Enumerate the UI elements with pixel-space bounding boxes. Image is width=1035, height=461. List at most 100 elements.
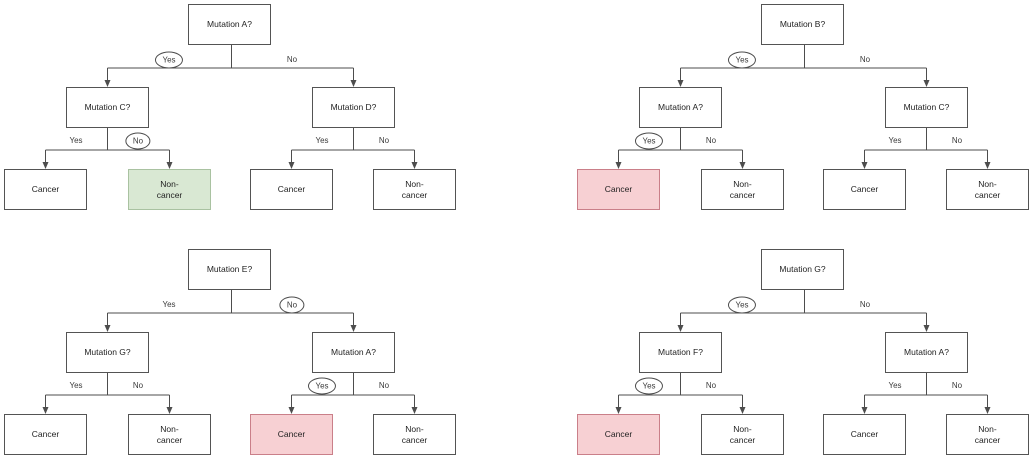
arrowhead-icon [166,407,173,414]
question-label: Mutation C? [903,102,950,113]
leaf-node-right-yes: Cancer [250,169,333,210]
question-node-root: Mutation E? [188,249,271,290]
leaf-label: Cancer [277,429,306,440]
leaf-label: Cancer [604,429,633,440]
edge-label-right-no: No [949,381,965,391]
arrowhead-icon [42,407,49,414]
leaf-node-right-no: Non-cancer [373,414,456,455]
edge-label-right-yes: Yes [886,381,904,391]
leaf-node-left-no: Non-cancer [701,169,784,210]
question-node-root: Mutation B? [761,4,844,45]
arrowhead-icon [288,162,295,169]
decision-tree-top-left: Mutation A? Mutation C? Mutation D? Canc… [4,4,460,210]
question-label: Mutation E? [206,264,253,275]
tree-connectors [615,290,991,414]
edge-label-right-yes: Yes [307,377,337,395]
leaf-node-left-no: Non-cancer [701,414,784,455]
edge-label-right-yes: Yes [313,136,331,146]
leaf-node-right-yes: Cancer [823,414,906,455]
arrowhead-icon [677,80,684,87]
edge-label-root-yes: Yes [160,300,178,310]
leaf-node-right-no: Non-cancer [946,414,1029,455]
edge-label-root-yes: Yes [727,51,757,69]
arrowhead-icon [42,162,49,169]
arrowhead-icon [615,162,622,169]
question-node-root: Mutation G? [761,249,844,290]
edge-label-right-no: No [376,136,392,146]
leaf-label: Non-cancer [974,424,1001,445]
leaf-node-right-yes: Cancer [823,169,906,210]
edge-label-left-yes: Yes [634,377,664,395]
leaf-label: Cancer [604,184,633,195]
edge-label-left-yes: Yes [67,381,85,391]
arrowhead-icon [677,325,684,332]
leaf-label: Non-cancer [156,179,183,200]
edge-label-right-no: No [949,136,965,146]
question-node-right: Mutation C? [885,87,968,128]
decision-tree-bottom-left: Mutation E? Mutation G? Mutation A? Canc… [4,249,460,455]
arrowhead-icon [166,162,173,169]
edge-label-left-no: No [703,381,719,391]
arrowhead-icon [923,325,930,332]
question-node-left: Mutation F? [639,332,722,373]
edge-label-root-no: No [857,300,873,310]
leaf-label: Cancer [850,184,879,195]
leaf-node-right-yes: Cancer [250,414,333,455]
question-label: Mutation A? [904,347,949,358]
arrowhead-icon [861,162,868,169]
leaf-node-left-yes: Cancer [4,414,87,455]
leaf-label: Non-cancer [401,179,428,200]
leaf-node-right-no: Non-cancer [946,169,1029,210]
edge-label-left-yes: Yes [67,136,85,146]
arrowhead-icon [104,80,111,87]
question-label: Mutation B? [779,19,826,30]
arrowhead-icon [923,80,930,87]
question-node-right: Mutation A? [885,332,968,373]
tree-connectors [42,45,418,169]
leaf-label: Non-cancer [974,179,1001,200]
question-label: Mutation F? [658,347,703,358]
edge-label-root-no: No [857,55,873,65]
leaf-label: Cancer [277,184,306,195]
leaf-label: Non-cancer [156,424,183,445]
arrowhead-icon [984,407,991,414]
edge-label-root-yes: Yes [727,296,757,314]
decision-tree-bottom-right: Mutation G? Mutation F? Mutation A? Canc… [577,249,1033,455]
arrowhead-icon [411,407,418,414]
question-node-root: Mutation A? [188,4,271,45]
decision-tree-top-right: Mutation B? Mutation A? Mutation C? Canc… [577,4,1033,210]
question-label: Mutation A? [658,102,703,113]
question-label: Mutation G? [84,347,131,358]
leaf-label: Non-cancer [401,424,428,445]
leaf-label: Cancer [31,429,60,440]
question-label: Mutation D? [330,102,377,113]
leaf-label: Non-cancer [729,424,756,445]
arrowhead-icon [350,80,357,87]
edge-label-root-yes: Yes [154,51,184,69]
leaf-label: Non-cancer [729,179,756,200]
edge-label-right-yes: Yes [886,136,904,146]
leaf-node-left-no: Non-cancer [128,169,211,210]
arrowhead-icon [288,407,295,414]
edge-label-left-no: No [703,136,719,146]
edge-label-root-no: No [279,296,305,314]
question-node-left: Mutation C? [66,87,149,128]
question-label: Mutation A? [207,19,252,30]
edge-label-left-no: No [125,132,151,150]
tree-connectors [615,45,991,169]
arrowhead-icon [350,325,357,332]
leaf-node-left-yes: Cancer [4,169,87,210]
leaf-node-left-yes: Cancer [577,169,660,210]
leaf-node-left-yes: Cancer [577,414,660,455]
question-node-left: Mutation G? [66,332,149,373]
edge-label-left-yes: Yes [634,132,664,150]
arrowhead-icon [984,162,991,169]
question-node-left: Mutation A? [639,87,722,128]
edge-label-right-no: No [376,381,392,391]
question-label: Mutation C? [84,102,131,113]
question-label: Mutation A? [331,347,376,358]
arrowhead-icon [411,162,418,169]
question-node-right: Mutation D? [312,87,395,128]
arrowhead-icon [615,407,622,414]
